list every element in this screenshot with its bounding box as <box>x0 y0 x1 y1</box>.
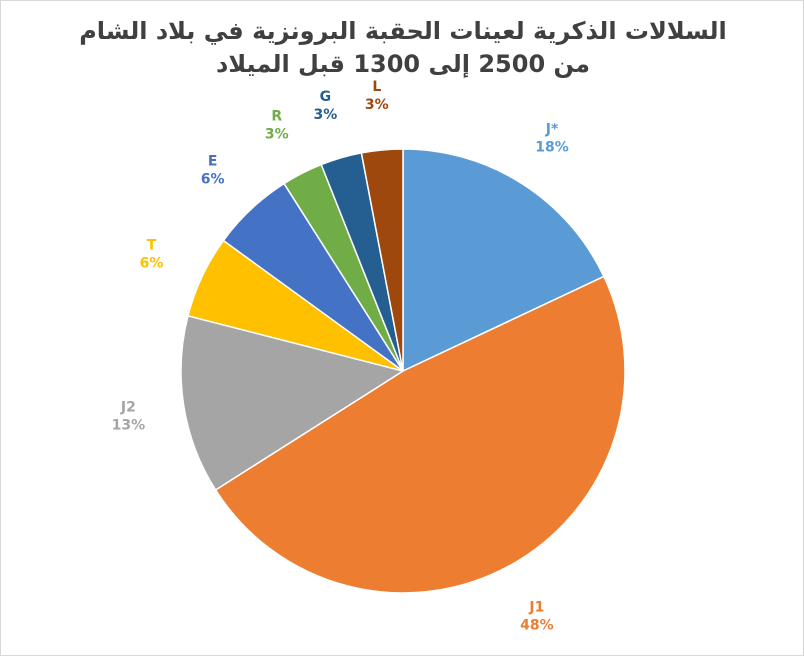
slice-label-name-t: T <box>147 238 157 254</box>
slice-label-name-l: L <box>372 79 381 95</box>
slice-label-name-g: G <box>320 89 332 105</box>
chart-title-line-2: من 2500 إلى 1300 قبل الميلاد <box>216 50 590 78</box>
pie-slice-j1 <box>214 275 626 594</box>
slice-label-percent-e: 6% <box>201 171 225 187</box>
chart-title-line-1: السلالات الذكرية لعينات الحقبة البرونزية… <box>79 17 727 45</box>
pie-slice-j2 <box>180 314 405 491</box>
slice-label-percent-g: 3% <box>314 107 338 123</box>
slice-label-percent-j1: 48% <box>520 618 554 634</box>
slice-label-name-j: J* <box>545 121 559 137</box>
pie-labels: J* 18% J1 48% J2 13% T 6% E 6% R 3% G 3% L 3% <box>112 79 569 633</box>
chart-title: السلالات الذكرية لعينات الحقبة البرونزية… <box>1 15 803 81</box>
slice-label-percent-j: 18% <box>535 139 569 155</box>
slice-label-name-j2: J2 <box>120 400 136 416</box>
slice-label-percent-r: 3% <box>265 126 289 142</box>
slice-label-name-r: R <box>271 108 282 124</box>
pie-slices <box>180 148 626 594</box>
slice-label-percent-j2: 13% <box>112 418 146 434</box>
slice-label-percent-t: 6% <box>140 256 164 272</box>
pie-slice-l <box>360 148 404 372</box>
slice-label-name-e: E <box>208 153 218 169</box>
slice-label-percent-l: 3% <box>365 97 389 113</box>
slice-label-name-j1: J1 <box>528 600 544 616</box>
pie-slice-j <box>402 148 605 373</box>
